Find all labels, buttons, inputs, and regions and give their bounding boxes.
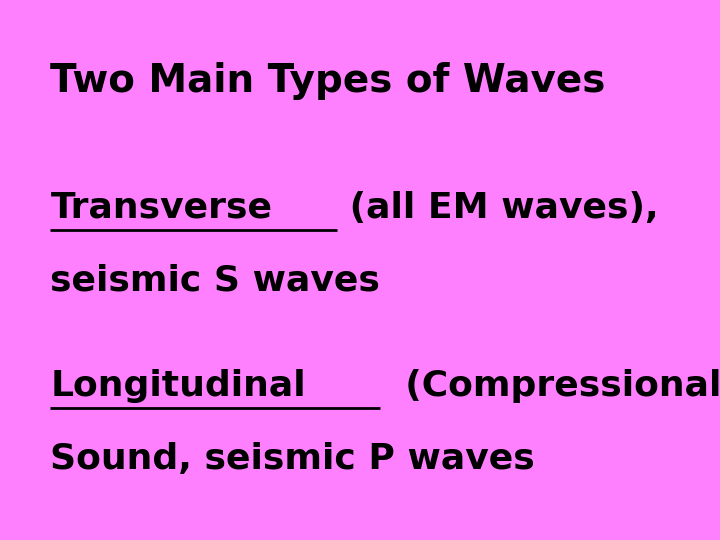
- Text: Two Main Types of Waves: Two Main Types of Waves: [50, 62, 606, 100]
- Text: Longitudinal: Longitudinal: [50, 369, 306, 403]
- Text: seismic S waves: seismic S waves: [50, 264, 380, 298]
- Text: Transverse: Transverse: [50, 191, 272, 225]
- Text: (all EM waves),: (all EM waves),: [337, 191, 659, 225]
- Text: Sound, seismic P waves: Sound, seismic P waves: [50, 442, 535, 476]
- Text: (Compressional): (Compressional): [380, 369, 720, 403]
